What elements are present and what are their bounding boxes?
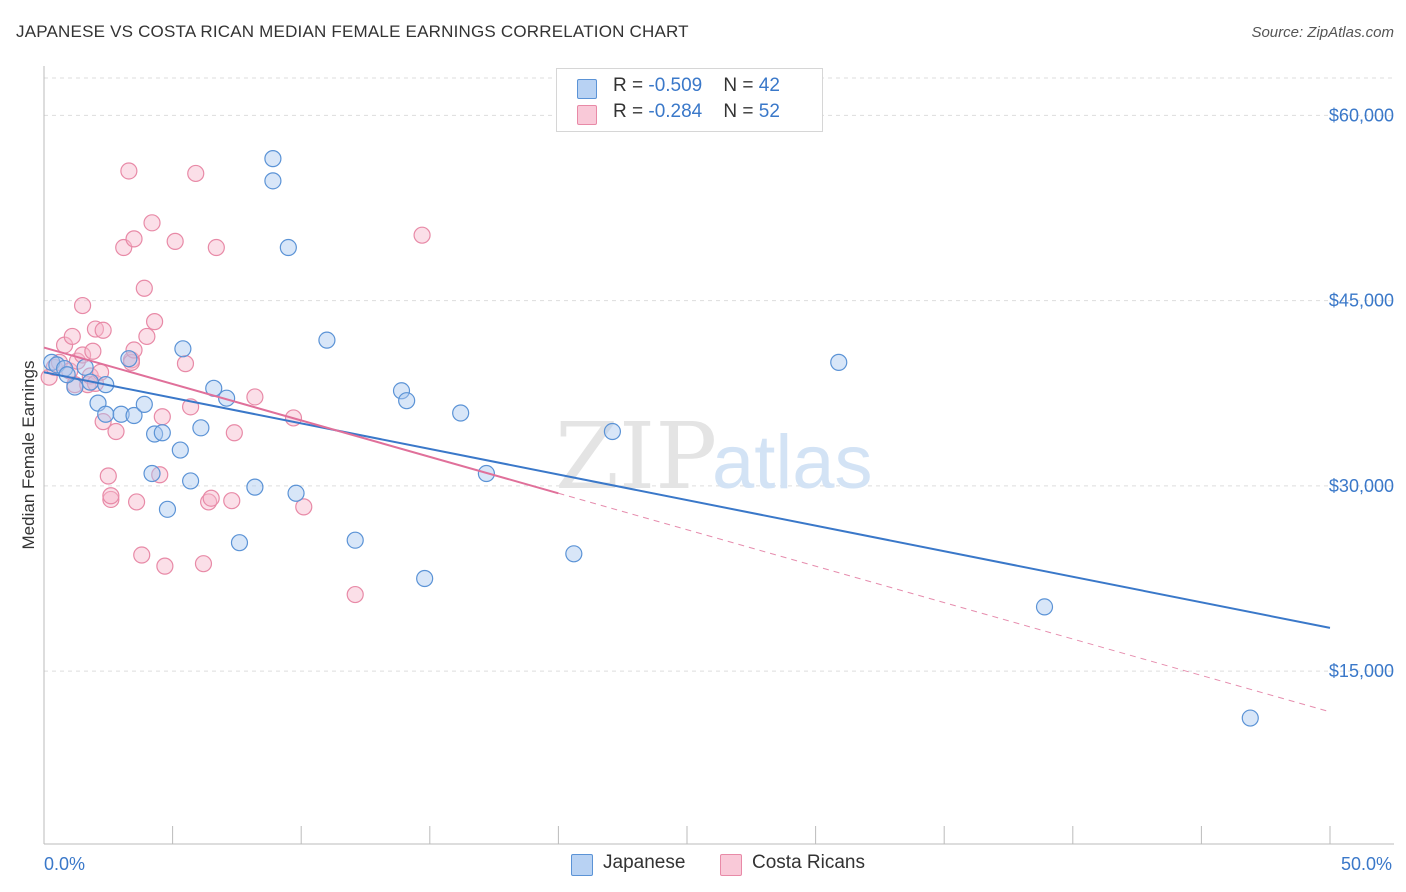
japanese-point [830, 353, 848, 371]
japanese-point [182, 472, 200, 490]
costa-ricans-point [63, 327, 81, 346]
x-tick-label-min: 0.0% [44, 854, 85, 874]
japanese-point [158, 500, 177, 518]
n-label: N = [723, 101, 759, 122]
japanese-point [174, 340, 192, 358]
japanese-point [287, 484, 305, 502]
costa-ricans-point [225, 424, 243, 442]
watermark-atlas: atlas [712, 420, 873, 505]
costa-ricans-point [145, 313, 164, 331]
r-label: R = [613, 101, 649, 122]
japanese-point [392, 382, 411, 400]
n-value-costa-ricans: 52 [758, 101, 780, 122]
japanese-point [452, 404, 470, 422]
r-label: R = [613, 75, 649, 96]
japanese-point [565, 545, 583, 563]
japanese-point [1035, 598, 1054, 616]
japanese-point [416, 569, 434, 588]
japanese-point [346, 531, 364, 549]
japanese-point [264, 172, 282, 190]
japanese-point [192, 419, 210, 437]
costa-ricans-point [127, 493, 146, 511]
costa-ricans-point [207, 238, 225, 257]
costa-ricans-point [413, 226, 431, 244]
source-label: Source: ZipAtlas.com [1251, 24, 1394, 41]
costa-ricans-point [166, 232, 184, 250]
costa-ricans-point [125, 341, 143, 359]
y-axis-label: Median Female Earnings [19, 361, 38, 550]
japanese-point [264, 150, 282, 168]
japanese-point [1241, 709, 1259, 727]
costa-ricans-point [223, 492, 241, 510]
costa-ricans-trend-extension [558, 492, 1331, 713]
costa-ricans-point [138, 327, 156, 346]
japanese-point [120, 350, 138, 368]
series-legend: Japanese Costa Ricans [0, 852, 1406, 878]
costa-ricans-point [102, 487, 120, 505]
costa-ricans-point [176, 355, 195, 373]
zipatlas-watermark: ZIP atlas [555, 403, 873, 510]
watermark-zip: ZIP [555, 403, 717, 510]
japanese-point [125, 406, 143, 425]
x-tick-label-max: 50.0% [1341, 854, 1392, 874]
legend-label-costa-ricans: Costa Ricans [752, 852, 865, 873]
costa-ricans-point [107, 422, 125, 441]
japanese-point [230, 534, 249, 552]
japanese-point [318, 331, 336, 349]
costa-ricans-point [125, 230, 143, 248]
japanese-trend-line [43, 371, 1331, 629]
japanese-point [143, 464, 161, 483]
axes [43, 66, 1394, 845]
costa-ricans-trend-line [43, 346, 559, 495]
japanese-point [398, 392, 416, 410]
japanese-point [153, 424, 171, 442]
costa-ricans-point [153, 408, 171, 426]
costa-ricans-swatch [577, 105, 597, 125]
costa-ricans-point [187, 164, 205, 183]
costa-ricans-point [156, 557, 174, 575]
costa-ricans-point [194, 555, 213, 573]
costa-ricans-point [133, 546, 151, 564]
costa-ricans-swatch [720, 854, 742, 876]
y-tick-label: $30,000 [1329, 476, 1394, 496]
costa-ricans-point [246, 388, 264, 406]
y-tick-label: $45,000 [1329, 291, 1394, 311]
japanese-point [603, 422, 622, 441]
japanese-point [246, 478, 264, 496]
costa-ricans-point [295, 498, 313, 516]
costa-ricans-points [40, 162, 431, 604]
japanese-point [112, 405, 130, 423]
costa-ricans-point [346, 585, 364, 604]
japanese-point [97, 405, 115, 423]
costa-ricans-point [135, 279, 153, 297]
costa-ricans-point [120, 162, 138, 180]
costa-ricans-point [102, 490, 120, 509]
japanese-swatch [577, 79, 597, 99]
japanese-point [171, 441, 189, 459]
n-value-japanese: 42 [758, 75, 780, 96]
costa-ricans-point [99, 467, 117, 485]
correlation-legend: R = -0.509 N = 42 R = -0.284 N = 52 [556, 68, 823, 132]
y-tick-label: $15,000 [1329, 661, 1394, 681]
costa-ricans-point [143, 214, 161, 232]
japanese-point [135, 395, 153, 413]
grid-lines [44, 77, 1394, 672]
costa-ricans-point [84, 342, 102, 360]
r-value-japanese: -0.509 [648, 75, 703, 96]
r-value-costa-ricans: -0.284 [648, 101, 703, 122]
japanese-point [218, 389, 236, 407]
trend-lines [43, 346, 1331, 713]
chart-title: JAPANESE VS COSTA RICAN MEDIAN FEMALE EA… [16, 22, 689, 41]
axis-labels: $15,000 $30,000 $45,000 $60,000 0.0% 50.0% Med… [19, 105, 1394, 874]
costa-ricans-point [202, 489, 220, 507]
y-tick-label: $60,000 [1329, 105, 1394, 125]
n-label: N = [723, 75, 759, 96]
costa-ricans-point [94, 321, 112, 339]
legend-label-japanese: Japanese [603, 852, 686, 873]
japanese-point [279, 238, 297, 257]
costa-ricans-point [73, 296, 92, 315]
japanese-swatch [571, 854, 593, 876]
